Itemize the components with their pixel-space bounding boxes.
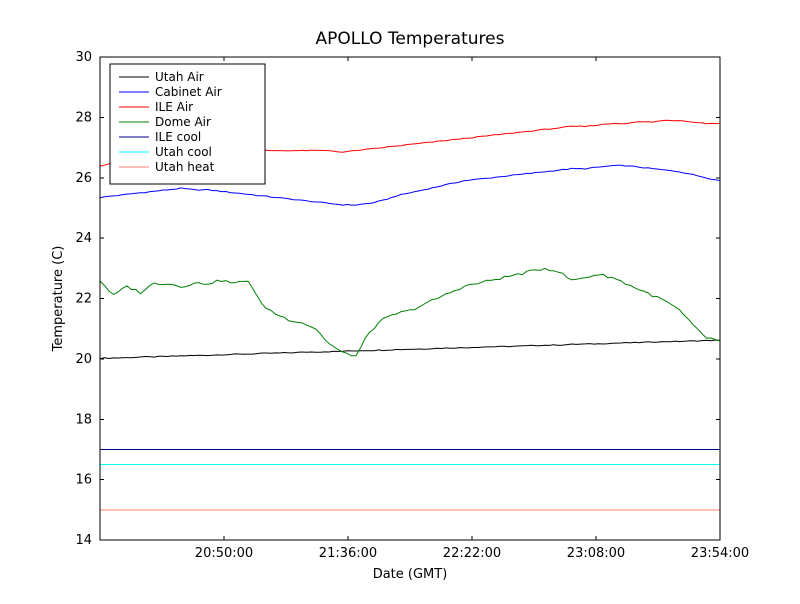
legend-label-dome-air: Dome Air <box>155 115 211 129</box>
legend-box <box>109 63 266 185</box>
x-tick-label: 20:50:00 <box>195 546 253 561</box>
y-tick-label: 16 <box>75 473 92 488</box>
y-tick-label: 20 <box>75 352 92 367</box>
legend-label-utah-air: Utah Air <box>155 70 204 84</box>
legend-label-ile-air: ILE Air <box>155 100 193 114</box>
series-line-cabinet-air <box>99 164 721 206</box>
chart-title: APOLLO Temperatures <box>316 29 505 49</box>
legend-label-utah-heat: Utah heat <box>155 160 215 174</box>
y-tick-label: 24 <box>75 231 92 246</box>
y-tick-label: 14 <box>75 533 92 548</box>
x-tick-label: 21:36:00 <box>319 546 377 561</box>
y-tick-label: 22 <box>75 292 92 307</box>
series-line-utah-air <box>99 339 721 360</box>
x-tick-label: 23:54:00 <box>691 546 749 561</box>
legend-label-utah-cool: Utah cool <box>155 145 212 159</box>
y-tick-label: 30 <box>75 50 92 65</box>
legend-label-cabinet-air: Cabinet Air <box>155 85 222 99</box>
y-tick-label: 26 <box>75 171 92 186</box>
x-tick-label: 22:22:00 <box>443 546 501 561</box>
y-tick-label: 28 <box>75 110 92 125</box>
x-axis-label: Date (GMT) <box>373 567 448 582</box>
y-axis-label: Temperature (C) <box>51 246 66 353</box>
ticks <box>100 56 721 541</box>
x-tick-label: 23:08:00 <box>567 546 625 561</box>
legend-label-ile-cool: ILE cool <box>155 130 201 144</box>
y-tick-label: 18 <box>75 412 92 427</box>
series-line-dome-air <box>99 267 721 357</box>
